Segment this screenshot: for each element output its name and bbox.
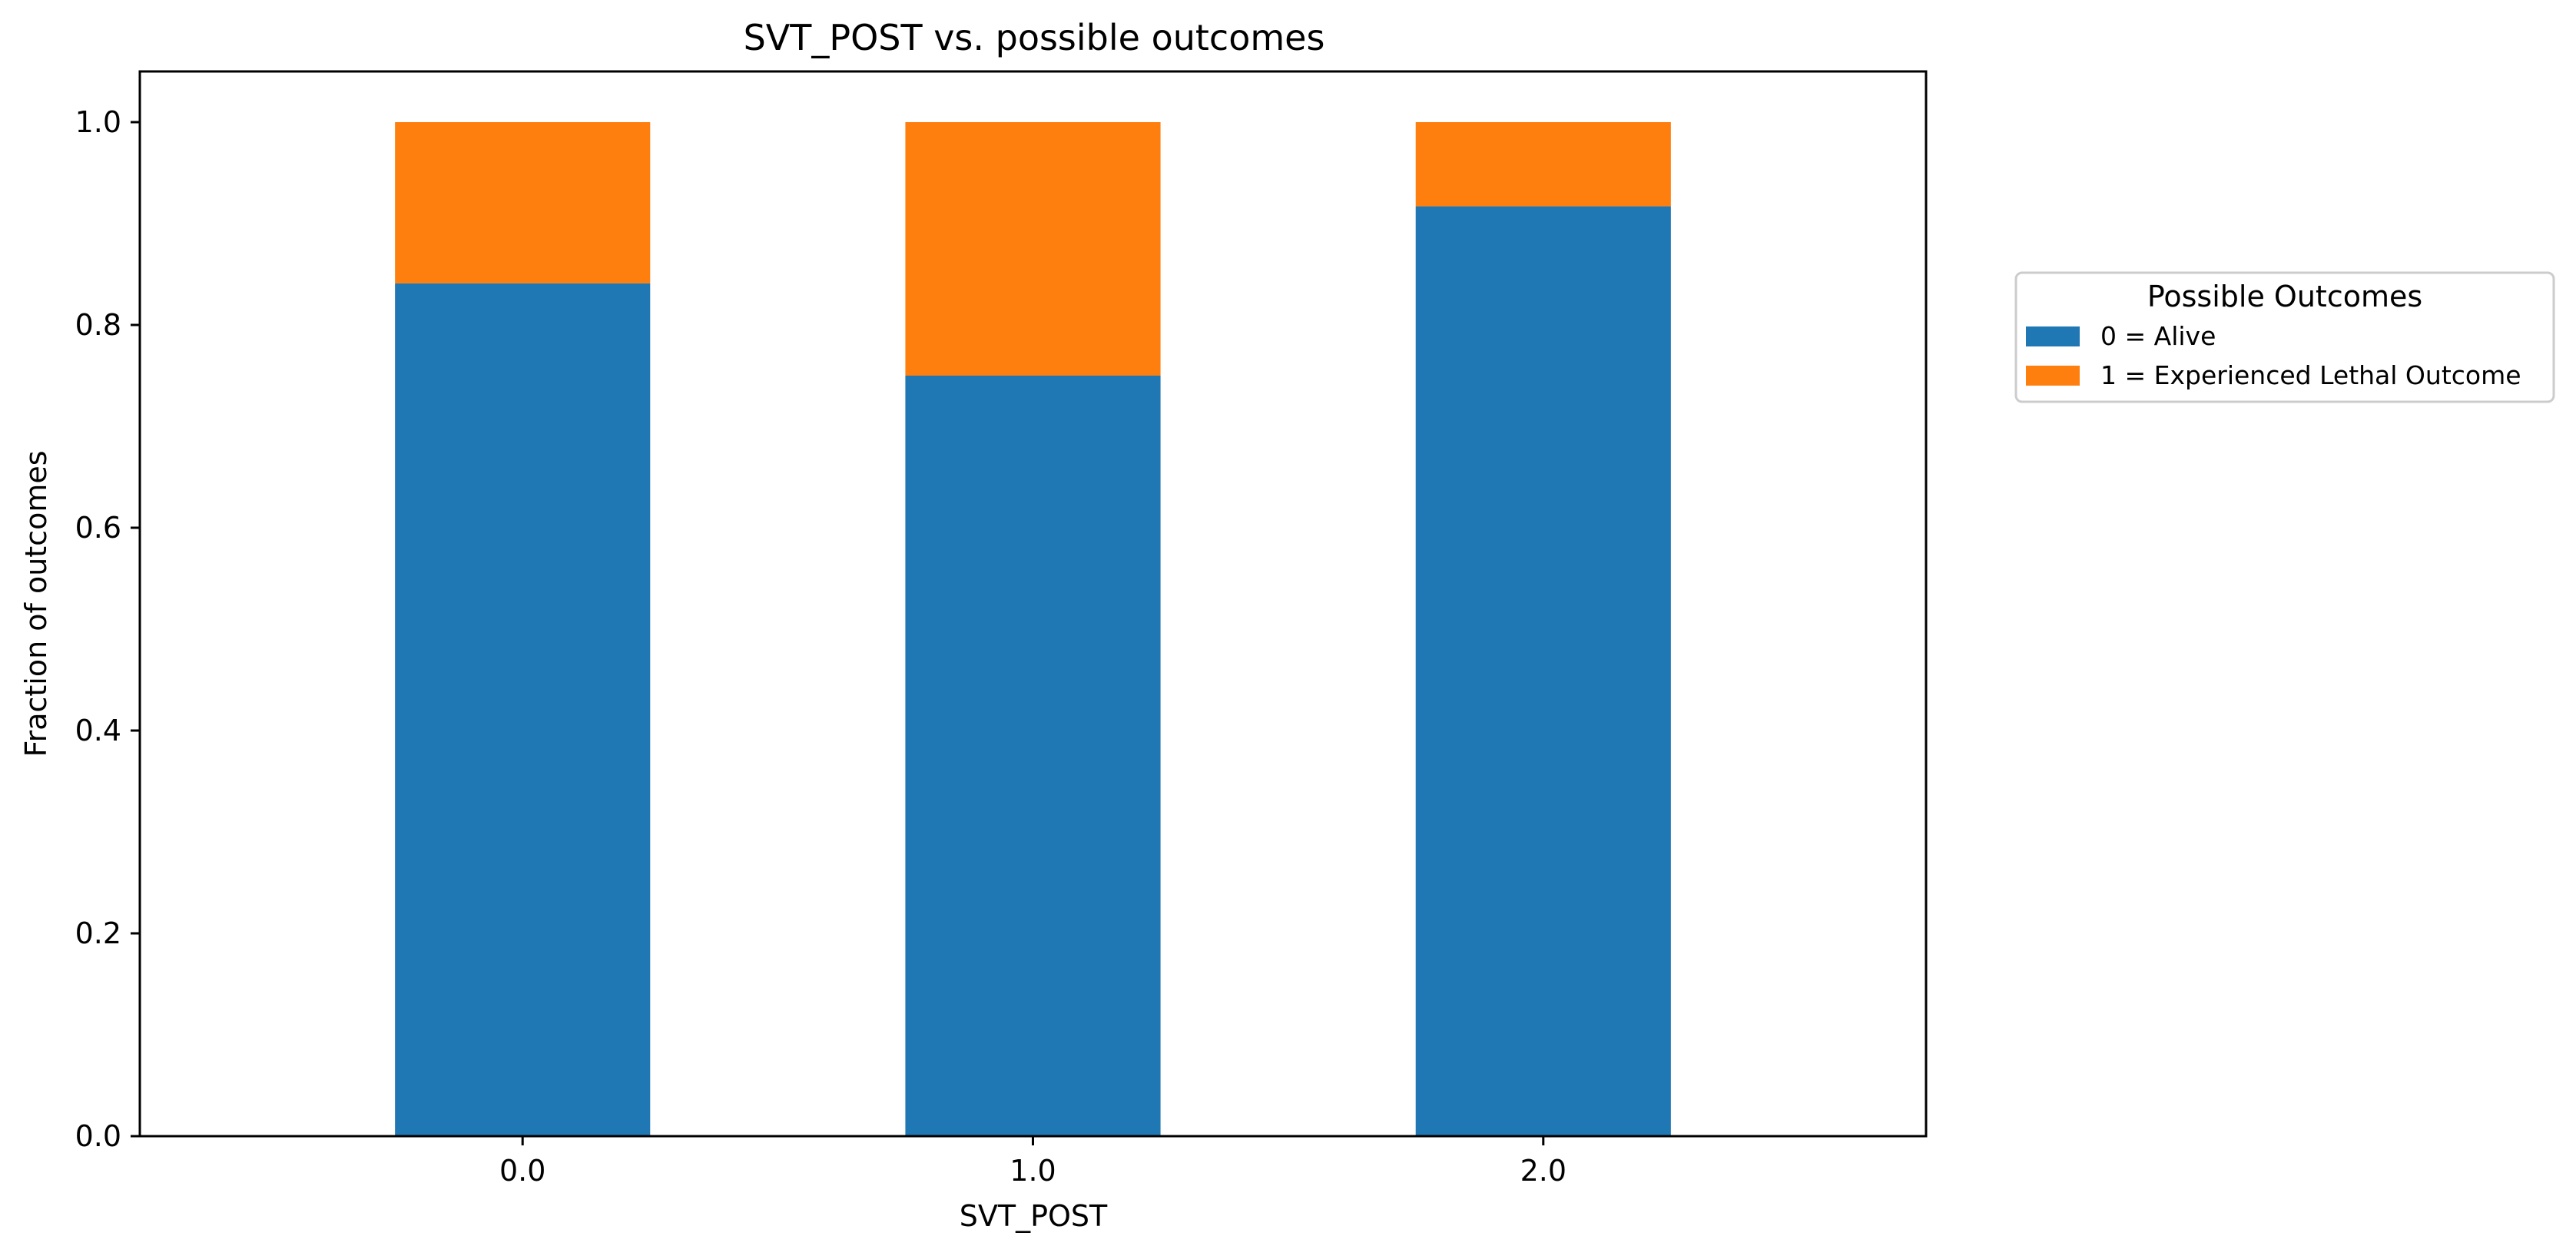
bar-1.0-series-0 [905,376,1161,1136]
y-tick-label: 0.4 [75,714,121,747]
bar-0.0-series-0 [395,283,651,1136]
legend-title: Possible Outcomes [2147,280,2422,313]
chart-title: SVT_POST vs. possible outcomes [744,17,1325,58]
bar-0.0-series-1 [395,122,651,283]
legend-swatch [2026,366,2080,386]
y-tick-label: 0.2 [75,916,121,950]
legend-swatch [2026,326,2080,346]
y-tick-label: 0.0 [75,1119,121,1153]
x-tick-label: 1.0 [1010,1154,1056,1188]
legend: Possible Outcomes 0 = Alive 1 = Experienc… [2014,271,2555,403]
bar-2.0-series-1 [1415,122,1671,207]
y-axis-label: Fraction of outcomes [19,450,53,757]
bar-2.0-series-0 [1415,206,1671,1136]
x-tick-label: 0.0 [499,1154,545,1188]
plot-area [395,122,1671,1136]
legend-label: 0 = Alive [2100,321,2216,351]
y-tick-label: 1.0 [75,105,121,139]
axis-ticks: 0.0 0.2 0.4 0.6 0.8 1.0 0.0 1.0 2.0 [75,105,1566,1188]
legend-label: 1 = Experienced Lethal Outcome [2100,360,2521,390]
legend-frame [2014,271,2555,403]
x-tick-label: 2.0 [1520,1154,1566,1188]
y-tick-label: 0.6 [75,511,121,545]
bar-1.0-series-1 [905,122,1161,376]
y-tick-label: 0.8 [75,308,121,342]
x-axis-label: SVT_POST [960,1199,1108,1233]
